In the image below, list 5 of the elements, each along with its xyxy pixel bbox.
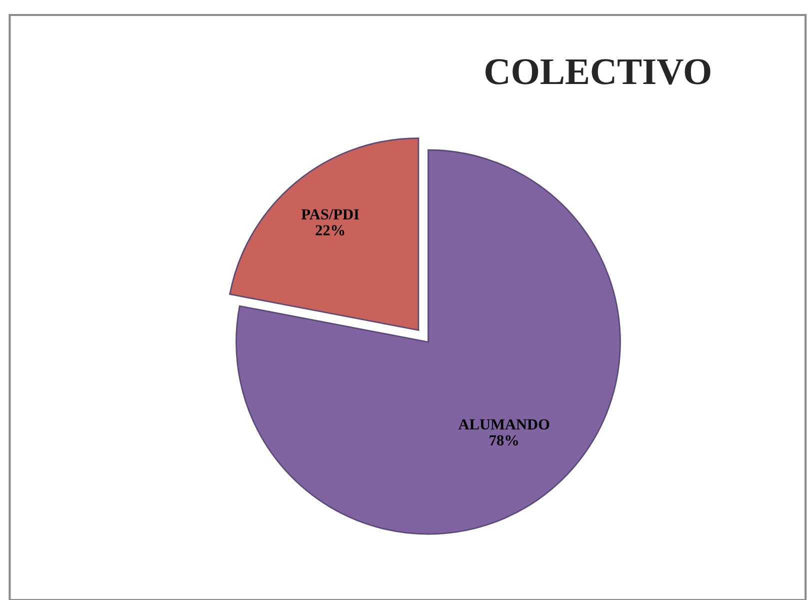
slice-label: ALUMANDO bbox=[458, 419, 550, 430]
data-label: 22% bbox=[316, 225, 344, 236]
data-label: 78% bbox=[490, 435, 518, 446]
chart-title: COLECTIVO bbox=[486, 59, 710, 85]
slice-label: PAS/PDI bbox=[301, 209, 359, 220]
